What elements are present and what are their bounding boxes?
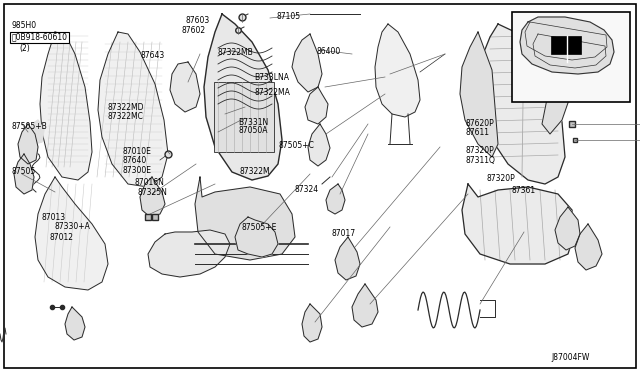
Polygon shape: [98, 32, 168, 187]
Text: 87013: 87013: [42, 213, 66, 222]
Text: 87010E: 87010E: [123, 147, 152, 156]
Text: 87300E: 87300E: [123, 166, 152, 175]
Polygon shape: [542, 60, 572, 134]
Text: 87050A: 87050A: [238, 126, 268, 135]
Polygon shape: [235, 217, 278, 257]
Text: 87603: 87603: [186, 16, 210, 25]
Text: 87322M: 87322M: [240, 167, 271, 176]
Polygon shape: [292, 34, 322, 92]
Text: 87361: 87361: [512, 186, 536, 195]
Text: 87016N: 87016N: [134, 178, 164, 187]
Text: 87322MC: 87322MC: [108, 112, 143, 121]
Polygon shape: [555, 207, 580, 250]
Text: 87640: 87640: [123, 156, 147, 165]
Polygon shape: [18, 124, 38, 164]
Polygon shape: [462, 184, 575, 264]
Polygon shape: [35, 177, 108, 290]
Text: 87320P: 87320P: [486, 174, 515, 183]
Polygon shape: [305, 87, 328, 124]
Polygon shape: [335, 237, 360, 280]
Polygon shape: [204, 14, 282, 180]
Polygon shape: [352, 284, 378, 327]
Text: 87322MA: 87322MA: [255, 88, 291, 97]
Text: 87643: 87643: [141, 51, 165, 60]
Polygon shape: [326, 184, 345, 214]
Text: 87330+A: 87330+A: [54, 222, 90, 231]
Text: 87322MB: 87322MB: [218, 48, 253, 57]
Text: 87105: 87105: [276, 12, 301, 21]
Bar: [551, 36, 581, 54]
Text: 87505+B: 87505+B: [12, 122, 47, 131]
Text: 87322MD: 87322MD: [108, 103, 144, 112]
Text: 87611: 87611: [466, 128, 490, 137]
Text: 87602: 87602: [181, 26, 205, 35]
Text: (2): (2): [19, 44, 30, 53]
Text: 87311Q: 87311Q: [466, 156, 496, 165]
Polygon shape: [520, 17, 614, 74]
Polygon shape: [302, 304, 322, 342]
Polygon shape: [170, 62, 200, 112]
Text: 87325N: 87325N: [138, 188, 168, 197]
Polygon shape: [575, 224, 602, 270]
Text: B733LNA: B733LNA: [255, 73, 290, 81]
Text: ⓝ0B918-60610: ⓝ0B918-60610: [12, 33, 68, 42]
Text: 87324: 87324: [294, 185, 319, 194]
Polygon shape: [65, 307, 85, 340]
Text: 87505: 87505: [12, 167, 36, 176]
Text: 87505+E: 87505+E: [242, 223, 277, 232]
Text: 87505+C: 87505+C: [278, 141, 314, 150]
Polygon shape: [140, 177, 165, 217]
Polygon shape: [148, 230, 230, 277]
Text: J87004FW: J87004FW: [552, 353, 590, 362]
Text: B7331N: B7331N: [238, 118, 268, 126]
Polygon shape: [195, 177, 295, 260]
Bar: [214, 82, 274, 152]
Text: 985H0: 985H0: [12, 21, 36, 30]
Polygon shape: [460, 32, 498, 157]
Polygon shape: [14, 154, 34, 194]
Polygon shape: [40, 32, 92, 180]
Text: 86400: 86400: [317, 47, 341, 56]
Text: 87017: 87017: [332, 229, 356, 238]
Polygon shape: [308, 124, 330, 166]
Polygon shape: [478, 24, 565, 184]
Polygon shape: [375, 24, 420, 117]
Text: 87012: 87012: [50, 233, 74, 242]
Text: 87620P: 87620P: [466, 119, 495, 128]
Polygon shape: [30, 120, 44, 144]
Text: 87320P: 87320P: [466, 146, 495, 155]
Bar: [512, 12, 630, 102]
